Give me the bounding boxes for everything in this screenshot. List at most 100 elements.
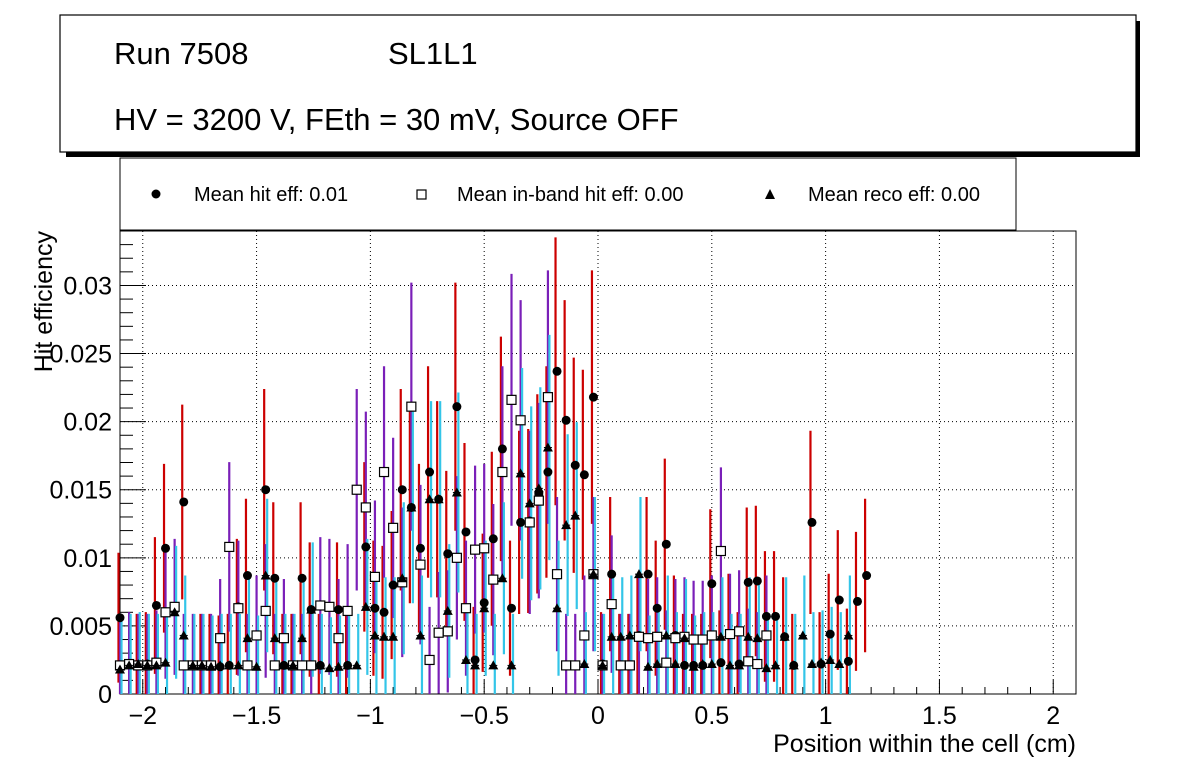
reco-eff-point	[242, 633, 253, 643]
x-tick-label: 1.5	[922, 702, 957, 730]
reco-eff-point	[761, 663, 772, 673]
reco-eff-point	[133, 659, 144, 669]
reco-eff-point	[388, 631, 399, 641]
reco-eff-point	[579, 659, 590, 669]
x-tick-label: 2	[1046, 702, 1060, 730]
hit-eff-point	[843, 656, 853, 666]
reco-eff-point	[351, 660, 362, 670]
inband-eff-point	[752, 658, 763, 670]
reco-eff-point	[706, 659, 717, 669]
layer-label: SL1L1	[388, 36, 478, 71]
header-box	[59, 14, 1137, 153]
inband-eff-point	[242, 660, 253, 671]
inband-eff-point	[360, 502, 371, 513]
reco-eff-point	[124, 660, 135, 670]
hit-eff-point	[488, 534, 498, 544]
y-tick-label: 0.005	[49, 613, 112, 641]
inband-eff-point	[743, 656, 754, 667]
reco-eff-point	[661, 630, 672, 640]
inband-eff-point	[178, 660, 189, 671]
reco-eff-point	[570, 510, 581, 520]
hit-eff-point	[151, 600, 161, 610]
legend-reco-marker	[765, 189, 775, 199]
reco-eff-point	[251, 661, 262, 671]
reco-eff-point	[324, 663, 335, 673]
reco-eff-point	[806, 659, 817, 669]
hit-eff-point	[825, 629, 835, 639]
hit-eff-point	[479, 598, 489, 608]
reco-eff-point	[506, 660, 517, 670]
grid-lines	[120, 231, 1076, 694]
inband-eff-point	[570, 660, 581, 671]
hit-eff-point	[415, 543, 425, 553]
reco-eff-point	[688, 661, 699, 671]
reco-eff-point	[369, 630, 380, 640]
reco-eff-point	[679, 633, 690, 643]
hit-eff-point	[588, 392, 598, 402]
hit-eff-point	[862, 571, 872, 581]
reco-eff-point	[633, 569, 644, 579]
reco-eff-point	[215, 660, 226, 670]
reco-eff-point	[460, 654, 471, 664]
reco-eff-point	[397, 573, 408, 583]
inband-eff-point	[296, 660, 308, 671]
reco-eff-point	[224, 660, 235, 670]
reco-eff-point	[779, 631, 790, 641]
hit-eff-point	[261, 485, 271, 495]
inband-eff-point	[342, 605, 353, 617]
reco-eff-point	[697, 659, 708, 669]
reco-eff-point	[797, 630, 808, 640]
hit-eff-point	[561, 415, 571, 425]
hit-eff-point	[397, 485, 407, 495]
y-tick-label: 0.025	[49, 341, 112, 369]
reco-eff-point	[488, 660, 499, 670]
reco-eff-point	[315, 660, 326, 670]
inband-eff-point	[724, 628, 736, 640]
reco-eff-point	[151, 660, 162, 670]
x-tick-label: 0.5	[694, 702, 729, 730]
hit-eff-point	[370, 603, 380, 613]
reco-eff-point	[297, 633, 308, 643]
inband-eff-point	[460, 603, 472, 614]
reco-eff-point	[588, 569, 599, 579]
data-markers	[114, 366, 872, 674]
legend-inband-marker	[416, 189, 427, 200]
x-axis-title: Position within the cell (cm)	[773, 730, 1076, 758]
hit-eff-point	[161, 543, 171, 553]
inband-eff-point	[424, 654, 435, 666]
hit-eff-point	[652, 603, 662, 613]
tick-labels: −2 −1.5 −1 −0.5 0 0.5 1 1.5 2 0 0.005 0.01 0.015 0.02…	[49, 272, 1060, 730]
inband-eff-point	[497, 466, 508, 478]
inband-eff-point	[688, 634, 699, 645]
legend-hit-label: Mean hit eff: 0.01	[194, 184, 348, 206]
y-axis-title: Hit efficiency	[30, 231, 58, 373]
reco-eff-point	[269, 633, 280, 643]
reco-eff-point	[306, 604, 317, 614]
inband-eff-point	[761, 630, 772, 641]
inband-eff-point	[606, 599, 617, 610]
reco-eff-point	[770, 660, 781, 670]
hit-eff-point	[425, 467, 435, 477]
x-tick-label: −0.5	[460, 702, 509, 730]
reco-eff-point	[360, 601, 371, 611]
inband-eff-point	[415, 559, 426, 570]
reco-eff-point	[451, 487, 462, 497]
inband-eff-point	[451, 552, 462, 563]
reco-eff-point	[424, 494, 435, 504]
reco-eff-point	[561, 520, 572, 530]
reco-eff-point	[552, 603, 563, 613]
hit-eff-point	[679, 660, 689, 670]
reco-eff-point	[643, 661, 654, 671]
inband-eff-point	[579, 630, 590, 641]
reco-eff-point	[406, 502, 417, 512]
reco-eff-point	[287, 660, 298, 670]
hit-eff-point	[707, 579, 717, 589]
hit-eff-point	[452, 402, 462, 412]
reco-eff-point	[743, 631, 754, 641]
inband-eff-point	[378, 466, 390, 478]
inband-eff-point	[433, 627, 444, 638]
inband-eff-point	[224, 541, 235, 553]
hit-eff-point	[743, 577, 753, 587]
hit-eff-point	[443, 549, 453, 559]
